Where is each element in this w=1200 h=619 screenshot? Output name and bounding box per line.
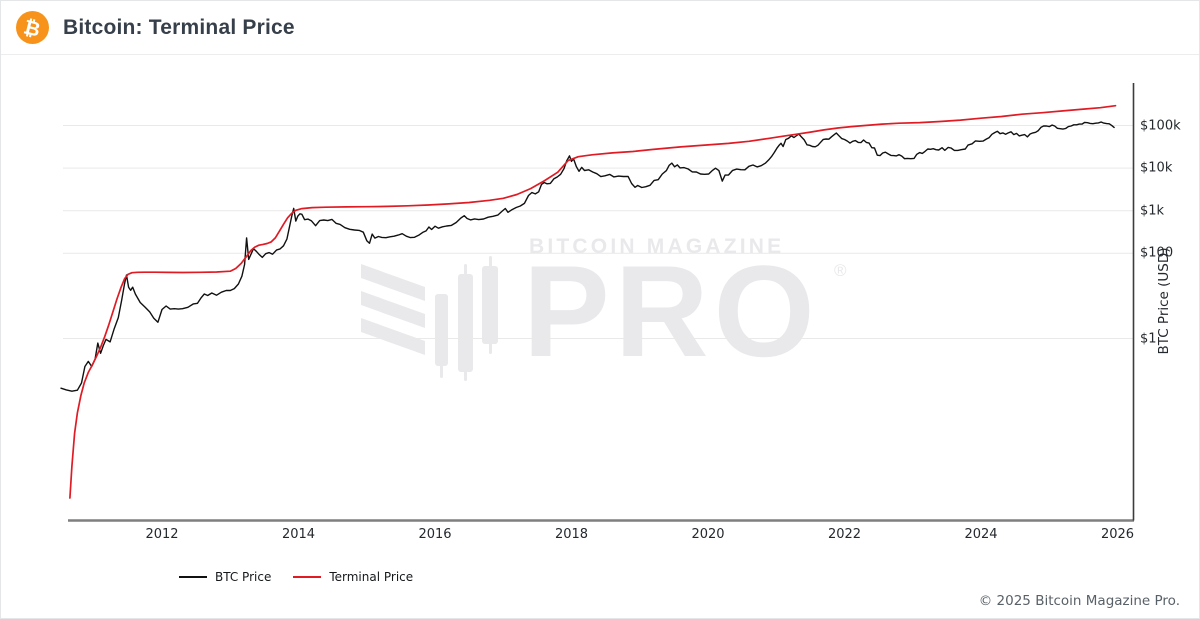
x-tick-label: 2020 xyxy=(691,527,725,542)
x-tick-label: 2012 xyxy=(145,527,179,542)
axes xyxy=(68,83,1135,522)
terminal-price-line-swatch xyxy=(293,576,322,578)
x-tick-label: 2024 xyxy=(964,527,998,542)
page-title: Bitcoin: Terminal Price xyxy=(63,15,295,39)
y-tick-label: $10k xyxy=(1140,160,1173,176)
y-axis-title: BTC Price (USD) xyxy=(1156,247,1172,355)
y-tick-label: $100 xyxy=(1140,245,1174,261)
header: ₿ Bitcoin: Terminal Price xyxy=(1,1,1199,55)
x-tick-label: 2022 xyxy=(827,527,862,542)
btc-price-line-swatch xyxy=(179,576,207,578)
series-lines xyxy=(60,104,1117,499)
series-line-btc-price[interactable] xyxy=(60,121,1115,392)
copyright-text: © 2025 Bitcoin Magazine Pro. xyxy=(978,593,1180,609)
legend-label: BTC Price xyxy=(215,570,272,584)
x-tick-label: 2026 xyxy=(1100,527,1135,542)
gridlines xyxy=(63,125,1134,339)
y-tick-label: $1k xyxy=(1140,203,1165,219)
y-tick-label: $1 xyxy=(1140,331,1157,346)
legend-item-terminal-price[interactable]: Terminal Price xyxy=(293,570,413,584)
x-tick-label: 2014 xyxy=(281,527,316,542)
y-tick-label: $100k xyxy=(1140,118,1181,133)
bitcoin-icon: ₿ xyxy=(16,11,49,44)
x-tick-label: 2018 xyxy=(554,527,589,542)
x-tick-label: 2016 xyxy=(418,527,452,542)
legend-item-btc-price[interactable]: BTC Price xyxy=(179,570,271,584)
legend-label: Terminal Price xyxy=(329,570,414,584)
legend: BTC Price Terminal Price xyxy=(179,570,413,584)
bitcoin-glyph: ₿ xyxy=(21,13,44,42)
series-line-terminal-price[interactable] xyxy=(69,104,1117,499)
